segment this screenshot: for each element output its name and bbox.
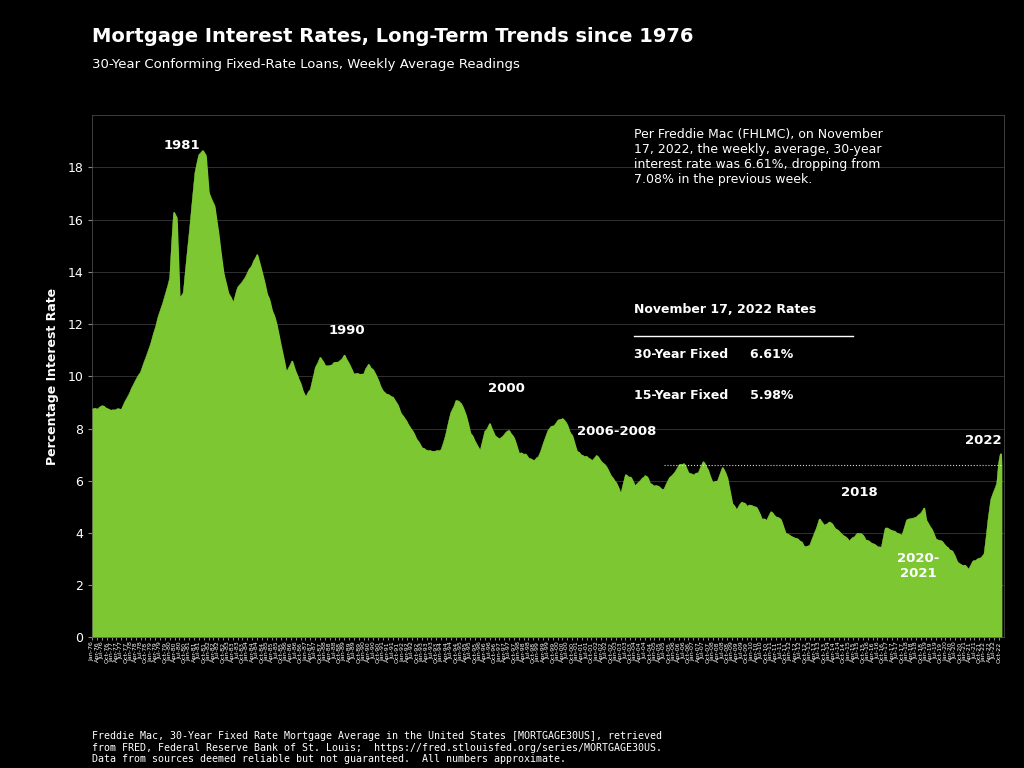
Text: Freddie Mac, 30-Year Fixed Rate Mortgage Average in the United States [MORTGAGE3: Freddie Mac, 30-Year Fixed Rate Mortgage…	[92, 731, 663, 764]
Y-axis label: Percentage Interest Rate: Percentage Interest Rate	[46, 288, 59, 465]
Text: 2020-
2021: 2020- 2021	[897, 552, 939, 580]
Text: 1990: 1990	[329, 324, 366, 337]
Text: 2006-2008: 2006-2008	[577, 425, 656, 438]
Text: 15-Year Fixed     5.98%: 15-Year Fixed 5.98%	[635, 389, 794, 402]
Text: 1981: 1981	[163, 139, 200, 152]
Text: 2000: 2000	[488, 382, 525, 395]
Text: 30-Year Fixed     6.61%: 30-Year Fixed 6.61%	[635, 348, 794, 361]
Text: 2018: 2018	[841, 486, 878, 499]
Text: Mortgage Interest Rates, Long-Term Trends since 1976: Mortgage Interest Rates, Long-Term Trend…	[92, 27, 693, 46]
Text: Per Freddie Mac (FHLMC), on November
17, 2022, the weekly, average, 30-year
inte: Per Freddie Mac (FHLMC), on November 17,…	[635, 128, 883, 187]
Text: November 17, 2022 Rates: November 17, 2022 Rates	[635, 303, 817, 316]
Text: 2022: 2022	[966, 434, 1001, 447]
Text: 30-Year Conforming Fixed-Rate Loans, Weekly Average Readings: 30-Year Conforming Fixed-Rate Loans, Wee…	[92, 58, 520, 71]
